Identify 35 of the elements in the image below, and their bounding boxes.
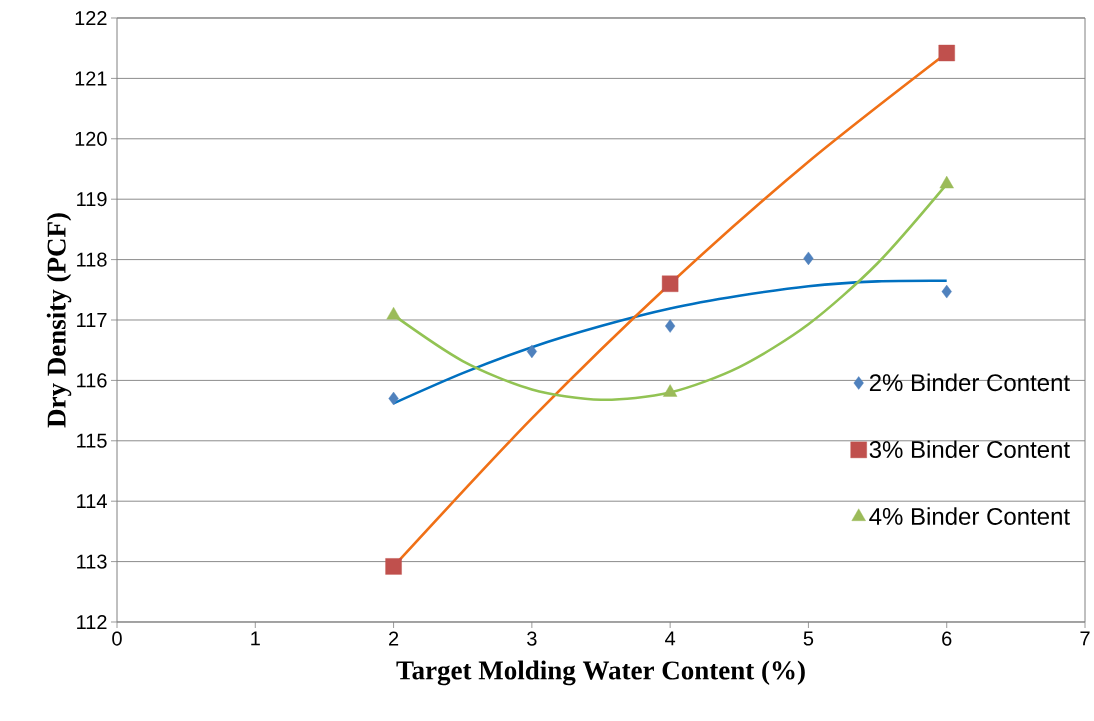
- y-tick-label: 114: [77, 494, 107, 509]
- x-tick-label: 7: [1080, 631, 1090, 646]
- x-tick-label: 2: [389, 631, 399, 646]
- x-tick-label: 6: [942, 631, 952, 646]
- y-tick-label: 113: [77, 554, 107, 569]
- point: [938, 44, 955, 62]
- point: [663, 384, 678, 397]
- y-axis-title: Dry Density (PCF): [46, 213, 72, 428]
- y-tick-label: 116: [77, 373, 107, 388]
- point: [665, 319, 676, 333]
- y-tick-label: 122: [75, 11, 107, 25]
- x-tick-label: 1: [251, 631, 260, 646]
- point: [661, 275, 679, 292]
- x-tick-label: 5: [803, 631, 814, 646]
- x-tick-label: 0: [112, 631, 122, 646]
- y-tick-label: 121: [75, 71, 107, 86]
- legend-label: 4% Binder Content: [869, 507, 1070, 525]
- x-axis-title: Target Molding Water Content (%): [396, 660, 805, 686]
- y-tick-label: 117: [77, 313, 107, 327]
- point: [385, 558, 402, 575]
- point: [388, 391, 399, 406]
- point: [803, 251, 814, 266]
- y-tick-label: 115: [77, 433, 107, 448]
- point: [526, 344, 537, 359]
- point: [939, 175, 954, 189]
- y-tick-label: 119: [77, 192, 107, 207]
- x-tick-label: 4: [665, 631, 676, 646]
- point: [941, 284, 952, 299]
- y-tick-label: 112: [77, 615, 107, 629]
- legend-label: 3% Binder Content: [869, 440, 1070, 459]
- y-tick-label: 120: [75, 131, 107, 146]
- legend-label: 2% Binder Content: [869, 373, 1070, 392]
- x-tick-label: 3: [527, 631, 537, 646]
- point: [386, 306, 401, 320]
- y-tick-label: 118: [77, 252, 107, 267]
